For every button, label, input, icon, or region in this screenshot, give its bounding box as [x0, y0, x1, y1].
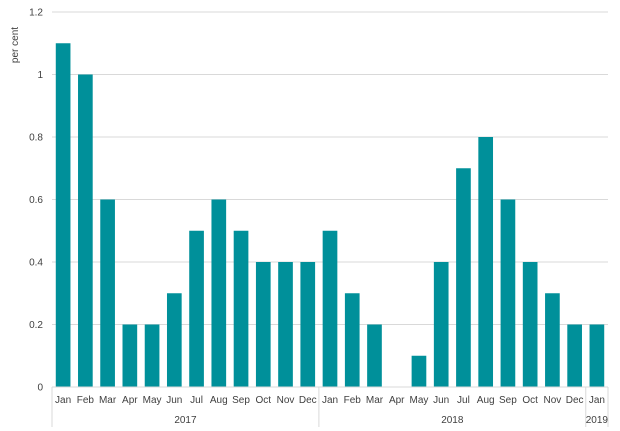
- bar: [589, 324, 605, 387]
- bar: [255, 262, 271, 387]
- bar: [189, 230, 204, 387]
- bar: [411, 355, 427, 387]
- y-tick-label: 0.8: [29, 133, 43, 144]
- x-tick-label: Nov: [277, 395, 295, 406]
- x-tick-label: May: [143, 395, 162, 406]
- x-tick-label: Dec: [566, 395, 584, 406]
- bar: [545, 293, 560, 387]
- bar: [100, 199, 115, 387]
- year-group-label: 2017: [174, 415, 197, 426]
- bar: [344, 293, 360, 387]
- x-tick-label: Jul: [190, 395, 203, 406]
- x-tick-label: Oct: [255, 395, 271, 406]
- bar: [166, 293, 182, 387]
- bar: [78, 74, 93, 387]
- y-axis-title: per cent: [10, 27, 21, 63]
- y-tick-label: 1: [37, 70, 43, 81]
- year-group-label: 2019: [586, 415, 609, 426]
- x-tick-label: Jul: [457, 395, 470, 406]
- bar: [478, 137, 494, 387]
- year-group-label: 2018: [441, 415, 464, 426]
- bar: [322, 230, 338, 387]
- x-tick-label: Oct: [522, 395, 538, 406]
- bar: [456, 168, 471, 387]
- y-tick-label: 0: [37, 383, 43, 394]
- gridlines: [52, 11, 608, 325]
- bars: [55, 43, 605, 387]
- bar: [122, 324, 138, 387]
- bar: [211, 199, 227, 387]
- x-tick-label: Feb: [77, 395, 95, 406]
- y-tick-label: 0.6: [29, 195, 43, 206]
- bar: [300, 262, 316, 387]
- y-tick-label: 1.2: [29, 8, 43, 19]
- x-tick-label: Jun: [166, 395, 182, 406]
- x-tick-label: Jun: [433, 395, 449, 406]
- x-tick-label: Aug: [210, 395, 228, 406]
- x-tick-label: Jan: [55, 395, 71, 406]
- x-tick-label: Feb: [344, 395, 362, 406]
- y-tick-label: 0.2: [29, 320, 43, 331]
- x-tick-label: Sep: [499, 395, 517, 406]
- x-tick-label: Sep: [232, 395, 250, 406]
- bar: [278, 262, 293, 387]
- bar: [522, 262, 538, 387]
- x-tick-label: Jan: [589, 395, 605, 406]
- y-tick-label: 0.4: [29, 258, 43, 269]
- bar: [55, 43, 71, 387]
- x-tick-label: Jan: [322, 395, 338, 406]
- x-tick-label: Aug: [477, 395, 495, 406]
- x-tick-label: May: [410, 395, 429, 406]
- x-tick-label: Mar: [99, 395, 117, 406]
- x-tick-label: Apr: [389, 395, 405, 406]
- bar: [233, 230, 249, 387]
- x-tick-label: Nov: [544, 395, 562, 406]
- axes: 0 0.2 0.4 0.6 0.8 1 1.2 Jan Feb Mar Apr May Jun Jul Au…: [29, 8, 609, 427]
- x-tick-label: Dec: [299, 395, 317, 406]
- bar: [567, 324, 582, 387]
- bar: [500, 199, 516, 387]
- bar: [144, 324, 160, 387]
- bar: [367, 324, 382, 387]
- bar: [433, 262, 449, 387]
- x-tick-label: Mar: [366, 395, 384, 406]
- x-tick-label: Apr: [122, 395, 138, 406]
